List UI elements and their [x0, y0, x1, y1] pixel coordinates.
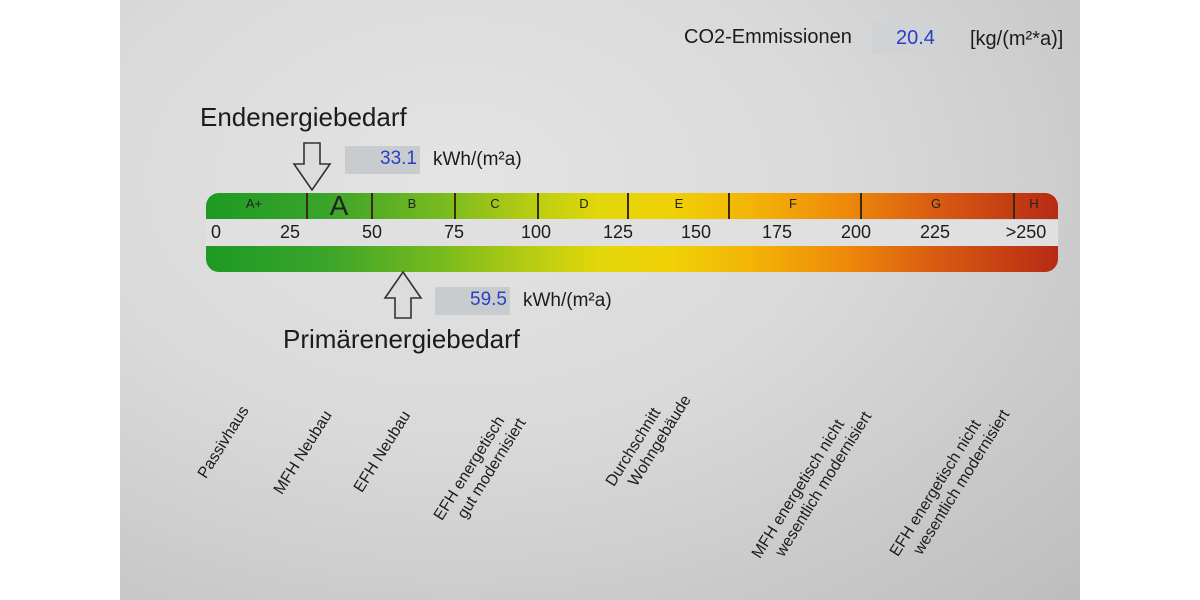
tick-label: 100: [520, 222, 552, 242]
tick-label: 75: [443, 222, 465, 242]
arrow-up-icon: [383, 270, 423, 319]
reference-label-mfh-neubau: MFH Neubau: [270, 407, 336, 498]
tick-label: 0: [210, 222, 222, 242]
reference-label-mfh-nicht-modernisiert: MFH energetisch nicht wesentlich moderni…: [748, 408, 876, 562]
class-label-c: C: [490, 196, 500, 211]
endenergie-title: Endenergiebedarf: [200, 102, 407, 132]
class-label-f: F: [789, 196, 797, 211]
class-divider: [1013, 193, 1015, 219]
class-label-a: A: [329, 193, 349, 219]
energy-certificate-photo: CO2-Emmissionen 20.4 [kg/(m²*a)] Endener…: [120, 0, 1080, 600]
class-label-g: G: [930, 196, 942, 211]
class-divider: [454, 193, 456, 219]
class-divider: [371, 193, 373, 219]
class-label-b: B: [407, 196, 417, 211]
class-divider: [728, 193, 730, 219]
tick-label: 200: [840, 222, 872, 242]
endenergie-value-box: [345, 146, 420, 174]
reference-label-efh-neubau: EFH Neubau: [350, 408, 415, 496]
class-label-a-plus: A+: [245, 196, 263, 211]
endenergie-value: 33.1: [380, 148, 417, 169]
tick-label: 175: [761, 222, 793, 242]
class-divider: [627, 193, 629, 219]
reference-label-efh-nicht-modernisiert: EFH energetisch nicht wesentlich moderni…: [886, 406, 1014, 560]
reference-label-efh-gut-modernisiert: EFH energetisch gut modernisiert: [430, 413, 530, 524]
class-divider: [860, 193, 862, 219]
class-label-d: D: [579, 196, 589, 211]
co2-label: CO2-Emmissionen: [684, 26, 852, 48]
primaerenergie-unit: kWh/(m²a): [523, 290, 612, 311]
tick-label: 150: [680, 222, 712, 242]
scale-ticks: 0 25 50 75 100 125 150 175 200 225 >250: [206, 220, 1058, 246]
co2-value: 20.4: [896, 27, 935, 49]
class-label-e: E: [674, 196, 684, 211]
class-label-h: H: [1029, 196, 1039, 211]
arrow-down-icon: [292, 142, 332, 192]
endenergie-unit: kWh/(m²a): [433, 149, 522, 170]
tick-label: 25: [279, 222, 301, 242]
tick-label: 225: [919, 222, 951, 242]
tick-label: 125: [602, 222, 634, 242]
reference-label-passivhaus: Passivhaus: [194, 403, 253, 482]
efficiency-class-bar: A+ A B C D E F G H: [206, 193, 1058, 219]
reference-label-durchschnitt-wohngebaeude: Durchschnitt Wohngebäude: [602, 392, 695, 490]
tick-label: >250: [1005, 222, 1047, 242]
primaerenergie-value: 59.5: [470, 289, 507, 310]
co2-unit: [kg/(m²*a)]: [970, 28, 1064, 50]
primaerenergie-title: Primärenergiebedarf: [283, 324, 521, 354]
class-divider: [537, 193, 539, 219]
primaerenergie-value-box: [435, 287, 510, 315]
primary-energy-bar: [206, 246, 1058, 272]
tick-label: 50: [361, 222, 383, 242]
class-divider: [306, 193, 308, 219]
co2-value-box: [872, 22, 940, 54]
